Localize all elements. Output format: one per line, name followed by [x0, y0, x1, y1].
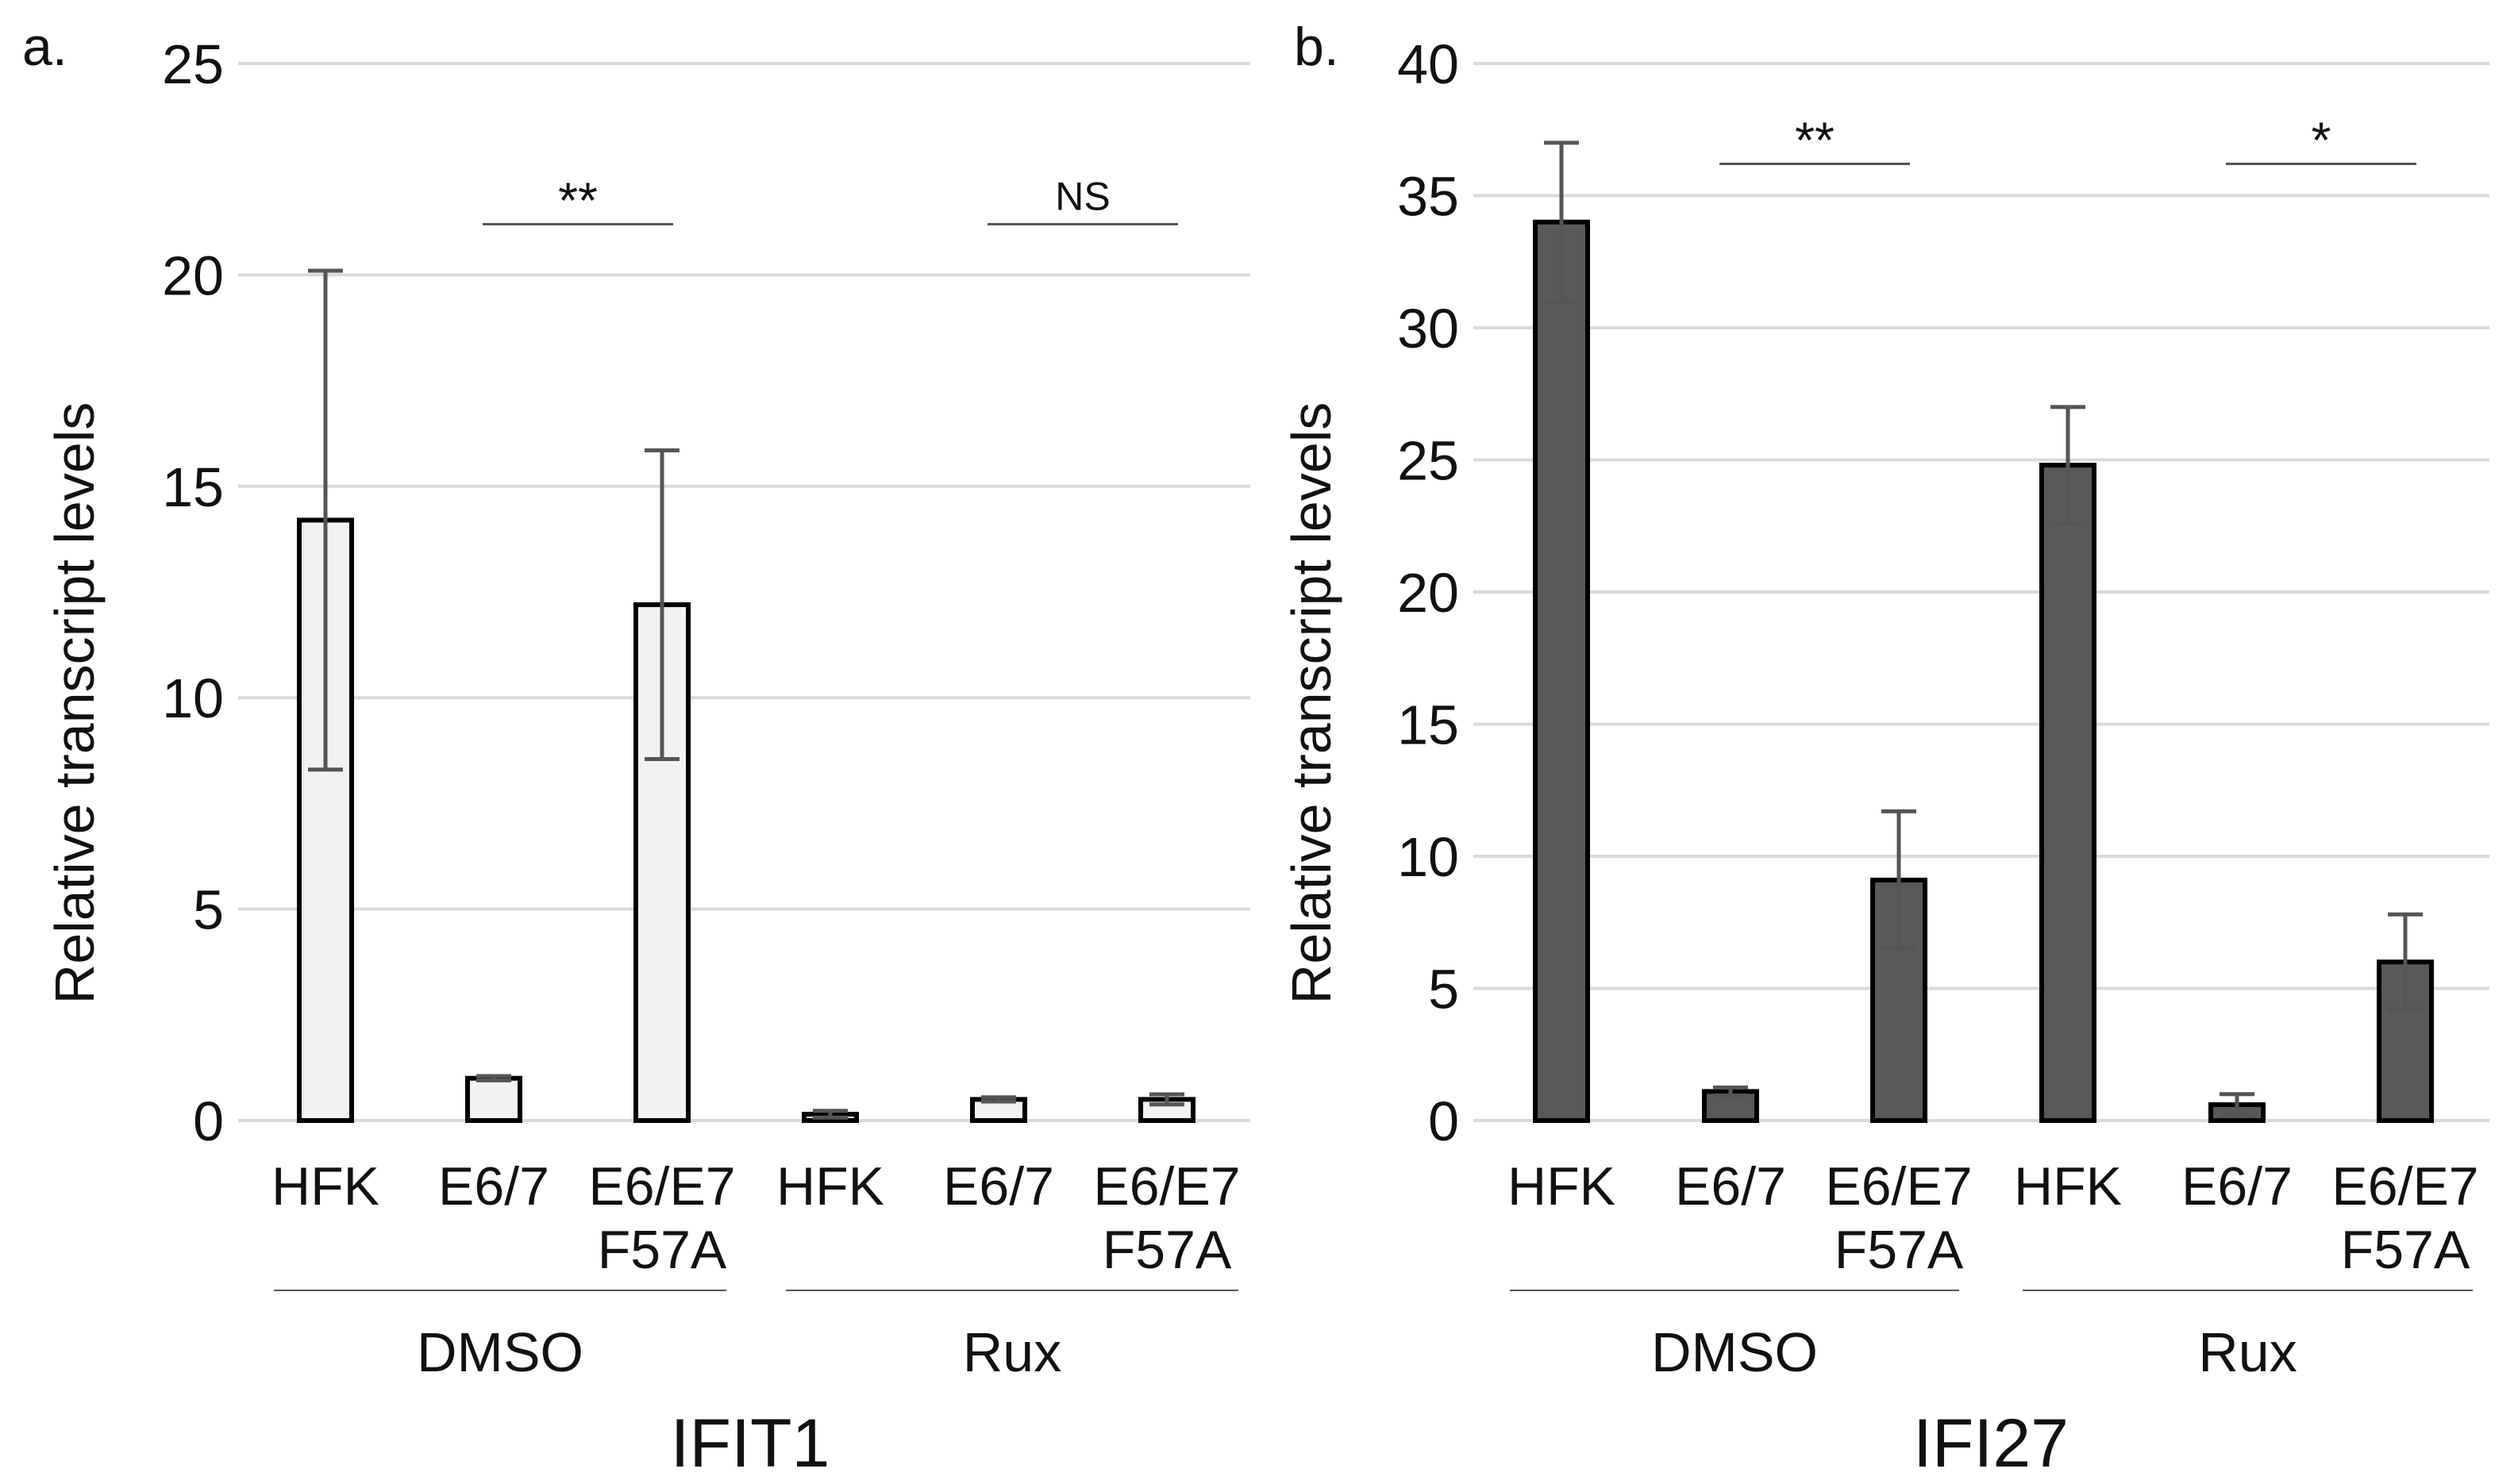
x-tick-label: HFK	[1507, 1156, 1615, 1217]
bar	[465, 1075, 522, 1123]
x-tick-label: HFK	[271, 1156, 379, 1217]
y-tick-label: 15	[162, 456, 224, 518]
y-tick-label: 25	[1397, 430, 1459, 492]
y-tick-label: 0	[1428, 1090, 1459, 1152]
y-tick-label: 20	[162, 244, 224, 306]
x-tick-label: E6/7	[2181, 1156, 2293, 1217]
group-label: DMSO	[1651, 1321, 1818, 1383]
x-tick-label: F57A	[2341, 1220, 2470, 1280]
y-tick-label: 25	[162, 33, 224, 95]
y-tick-label: 30	[1397, 298, 1459, 359]
y-tick-label: 10	[1397, 826, 1459, 888]
x-tick-label: E6/E7	[2331, 1156, 2478, 1217]
significance-label: **	[558, 171, 598, 229]
x-tick-label: F57A	[1835, 1220, 1964, 1280]
bar	[1533, 219, 1590, 1123]
bar	[2039, 463, 2096, 1123]
panel-label: a.	[22, 17, 67, 77]
significance-label: NS	[1055, 174, 1110, 218]
x-tick-label: HFK	[776, 1156, 884, 1217]
x-tick-label: E6/7	[1675, 1156, 1786, 1217]
y-tick-label: 5	[1428, 959, 1459, 1021]
y-tick-label: 15	[1397, 694, 1459, 756]
y-tick-label: 35	[1397, 166, 1459, 228]
y-axis-label: Relative transcript levels	[1280, 402, 1342, 1005]
y-tick-label: 10	[162, 667, 224, 729]
x-tick-label: E6/E7	[588, 1156, 735, 1217]
y-tick-label: 0	[193, 1090, 224, 1152]
significance-label: *	[2312, 112, 2331, 169]
x-tick-label: F57A	[1103, 1220, 1232, 1280]
x-tick-label: HFK	[2014, 1156, 2122, 1217]
chart-panel-ifi27: b. 0 5 10 15 20 25 30 35 40 Relative transcript le…	[1280, 17, 2489, 1482]
chart-title: IFIT1	[671, 1405, 830, 1482]
chart-panel-ifit1: a. 0 5 10 15 20 25 Relative transcript levels HF…	[22, 17, 1250, 1482]
x-tick-label: E6/E7	[1093, 1156, 1240, 1217]
y-axis-label: Relative transcript levels	[44, 402, 106, 1005]
x-tick-label: E6/7	[438, 1156, 549, 1217]
y-tick-label: 40	[1397, 33, 1459, 95]
y-tick-label: 20	[1397, 562, 1459, 624]
chart-title: IFI27	[1913, 1405, 2069, 1482]
x-tick-label: E6/E7	[1825, 1156, 1972, 1217]
significance-label: **	[1795, 112, 1835, 169]
y-tick-label: 5	[193, 879, 224, 941]
group-label: Rux	[963, 1321, 1061, 1383]
x-tick-label: E6/7	[943, 1156, 1054, 1217]
group-label: Rux	[2198, 1321, 2297, 1383]
panel-label: b.	[1294, 17, 1339, 77]
group-label: DMSO	[417, 1321, 583, 1383]
x-tick-label: F57A	[598, 1220, 727, 1280]
